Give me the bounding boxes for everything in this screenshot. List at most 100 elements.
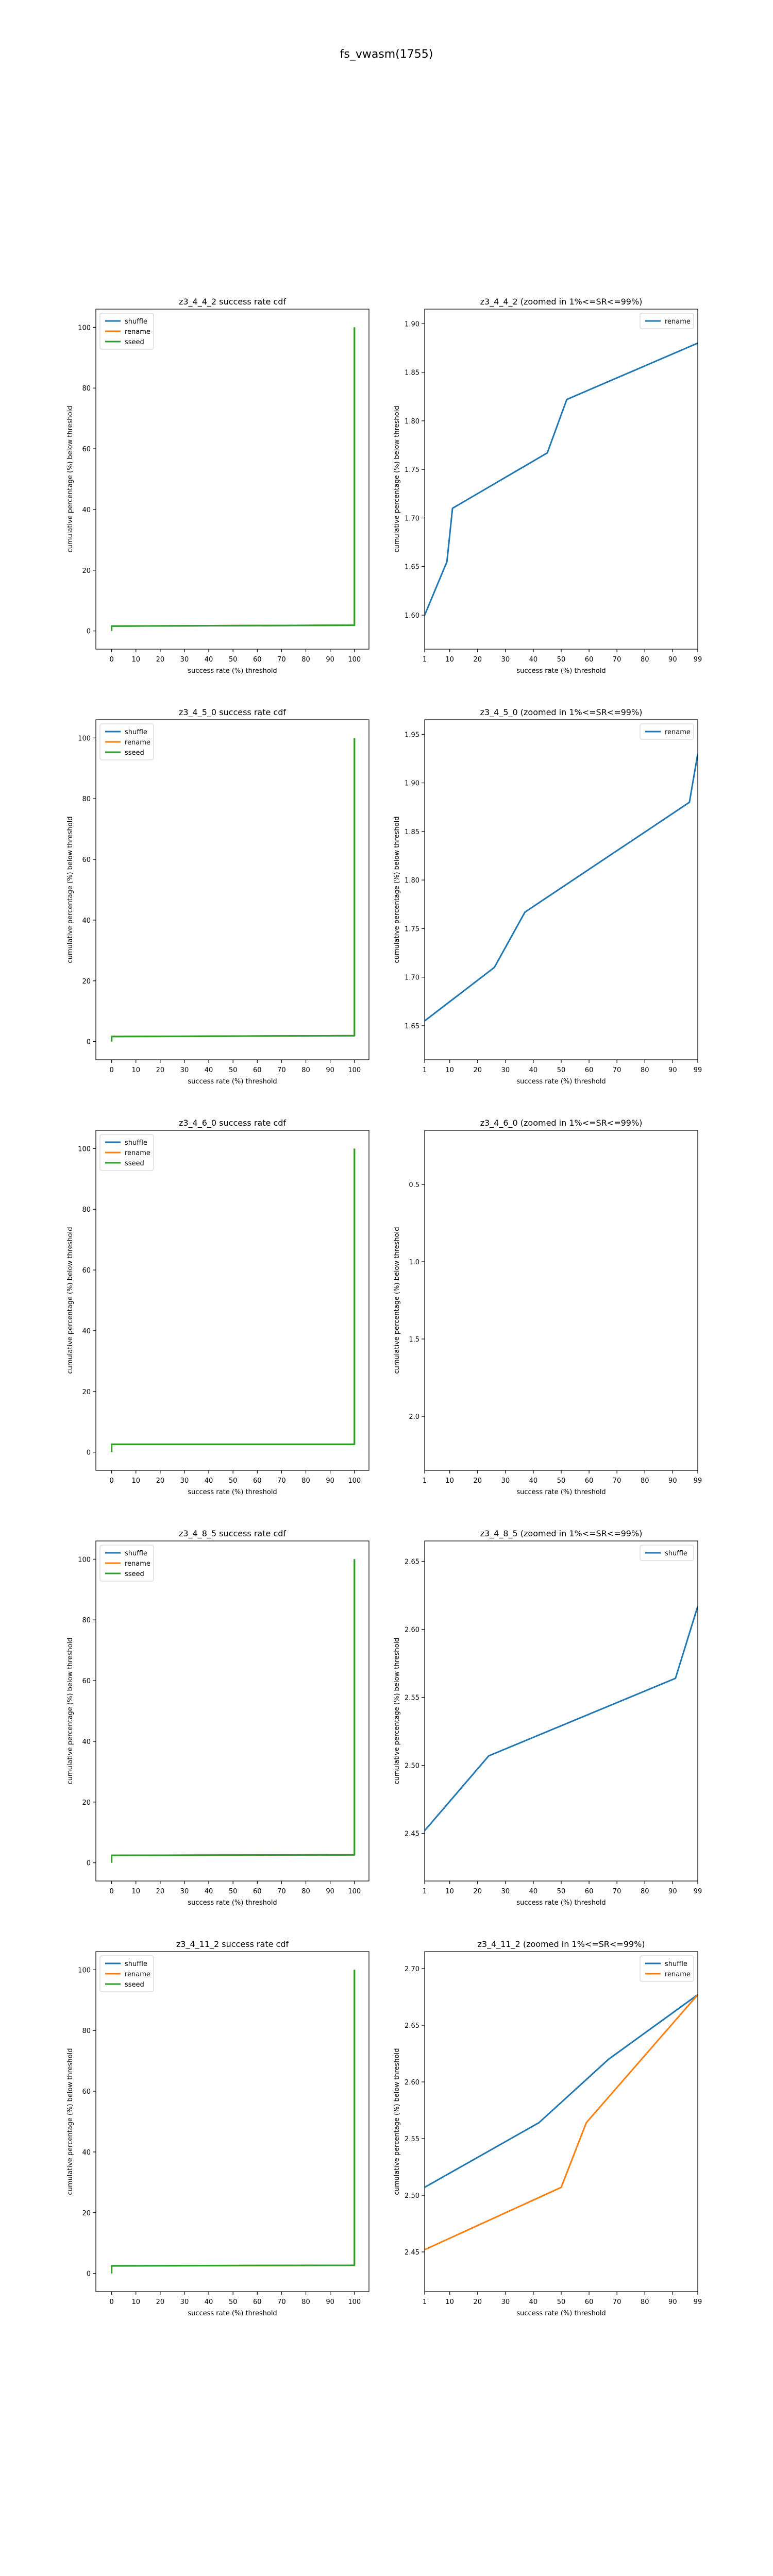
x-tick-label: 20 bbox=[156, 1477, 165, 1485]
x-tick-label: 40 bbox=[529, 1888, 538, 1895]
x-tick-label: 80 bbox=[641, 1888, 649, 1895]
subplot: 0 10 20 30 40 50 60 70 80 90 100 0 20 40 60 80 100 z3_4_1… bbox=[66, 1939, 369, 2317]
x-tick-label: 30 bbox=[180, 2298, 189, 2306]
y-tick-label: 20 bbox=[82, 567, 91, 575]
legend-label-rename: rename bbox=[125, 328, 150, 336]
y-tick-label: 2.60 bbox=[405, 2079, 419, 2087]
y-tick-label: 2.55 bbox=[405, 1694, 419, 1702]
legend: shuffle rename sseed bbox=[99, 1545, 154, 1582]
x-tick-label: 50 bbox=[557, 1066, 566, 1074]
x-tick-label: 99 bbox=[694, 1888, 702, 1895]
y-tick-label: 2.45 bbox=[405, 1831, 419, 1838]
x-tick-label: 90 bbox=[668, 1066, 677, 1074]
series-line-sseed bbox=[111, 1559, 356, 1863]
y-tick-label: 0 bbox=[87, 1860, 91, 1868]
x-axis-label: success rate (%) threshold bbox=[188, 667, 277, 675]
y-axis-label: cumulative percentage (%) below threshol… bbox=[66, 817, 74, 963]
x-tick-label: 0 bbox=[109, 2298, 113, 2306]
axes-frame bbox=[424, 1540, 698, 1882]
x-tick-label: 70 bbox=[277, 1888, 286, 1895]
series-line-rename bbox=[111, 1970, 356, 2274]
subplot-title: z3_4_5_0 success rate cdf bbox=[179, 707, 286, 718]
subplot-title: z3_4_6_0 (zoomed in 1%<=SR<=99%) bbox=[480, 1118, 643, 1128]
x-tick-label: 50 bbox=[229, 1888, 238, 1895]
x-tick-label: 70 bbox=[277, 1066, 286, 1074]
y-tick-label: 40 bbox=[82, 1328, 91, 1335]
legend-box bbox=[640, 1545, 694, 1561]
legend-label-sseed: sseed bbox=[125, 338, 144, 346]
legend-label-shuffle: shuffle bbox=[125, 728, 147, 736]
x-tick-label: 99 bbox=[694, 2298, 702, 2306]
legend-label-rename: rename bbox=[125, 1560, 150, 1568]
x-tick-label: 80 bbox=[301, 656, 310, 664]
y-tick-label: 2.70 bbox=[405, 1965, 419, 1973]
legend: shuffle bbox=[640, 1545, 694, 1561]
series-line-shuffle bbox=[111, 1148, 356, 1452]
x-tick-label: 50 bbox=[229, 656, 238, 664]
y-axis-label: cumulative percentage (%) below threshol… bbox=[393, 817, 401, 963]
axes-frame bbox=[95, 1130, 369, 1471]
x-axis-label: success rate (%) threshold bbox=[188, 1899, 277, 1907]
series-line-shuffle bbox=[111, 327, 356, 631]
subplot: 1 10 20 30 40 50 60 70 80 90 99 0.5 1.0 1.5 2.0 z3_4_6_… bbox=[393, 1118, 702, 1496]
y-tick-label: 2.65 bbox=[405, 2022, 419, 2030]
x-tick-label: 20 bbox=[473, 1066, 482, 1074]
y-tick-label: 80 bbox=[82, 2027, 91, 2035]
legend-label-shuffle: shuffle bbox=[665, 1960, 687, 1968]
y-tick-label: 1.90 bbox=[405, 320, 419, 328]
legend-label-rename: rename bbox=[125, 1971, 150, 1978]
x-tick-label: 40 bbox=[205, 1066, 213, 1074]
y-tick-label: 2.65 bbox=[405, 1558, 419, 1566]
x-tick-label: 90 bbox=[668, 656, 677, 664]
x-tick-label: 50 bbox=[557, 1477, 566, 1485]
subplot-title: z3_4_4_2 (zoomed in 1%<=SR<=99%) bbox=[480, 297, 643, 307]
y-tick-label: 20 bbox=[82, 978, 91, 986]
y-tick-label: 1.70 bbox=[405, 974, 419, 982]
y-tick-label: 40 bbox=[82, 1738, 91, 1746]
y-tick-label: 1.80 bbox=[405, 418, 419, 426]
series-line-shuffle bbox=[425, 1606, 698, 1832]
axes-frame bbox=[95, 309, 369, 650]
x-tick-label: 20 bbox=[156, 656, 165, 664]
x-tick-label: 40 bbox=[205, 2298, 213, 2306]
y-tick-label: 2.60 bbox=[405, 1626, 419, 1634]
x-tick-label: 1 bbox=[423, 656, 427, 664]
x-tick-label: 30 bbox=[180, 1888, 189, 1895]
x-axis-label: success rate (%) threshold bbox=[188, 1488, 277, 1496]
x-tick-label: 60 bbox=[253, 1066, 262, 1074]
x-tick-label: 50 bbox=[557, 1888, 566, 1895]
x-tick-label: 100 bbox=[348, 1477, 361, 1485]
x-tick-label: 90 bbox=[326, 1066, 334, 1074]
x-tick-label: 70 bbox=[277, 2298, 286, 2306]
legend-box bbox=[99, 313, 154, 350]
x-tick-label: 50 bbox=[229, 1066, 238, 1074]
x-tick-label: 70 bbox=[277, 656, 286, 664]
x-tick-label: 0 bbox=[109, 1066, 113, 1074]
x-tick-label: 0 bbox=[109, 1888, 113, 1895]
legend-label-rename: rename bbox=[125, 739, 150, 747]
axes-frame bbox=[424, 1130, 698, 1471]
legend-label-rename: rename bbox=[665, 1971, 691, 1978]
axes-frame bbox=[424, 719, 698, 1060]
x-tick-label: 80 bbox=[641, 2298, 649, 2306]
x-tick-label: 90 bbox=[326, 656, 334, 664]
y-tick-label: 2.50 bbox=[405, 1762, 419, 1770]
legend: shuffle rename sseed bbox=[99, 723, 154, 760]
x-tick-label: 50 bbox=[557, 2298, 566, 2306]
y-tick-label: 2.55 bbox=[405, 2136, 419, 2143]
x-tick-label: 80 bbox=[301, 2298, 310, 2306]
x-tick-label: 30 bbox=[180, 656, 189, 664]
x-tick-label: 80 bbox=[641, 1477, 649, 1485]
series-line-rename bbox=[111, 327, 356, 631]
figure-suptitle: fs_vwasm(1755) bbox=[340, 48, 433, 61]
x-tick-label: 99 bbox=[694, 1066, 702, 1074]
subplot: 0 10 20 30 40 50 60 70 80 90 100 0 20 40 60 80 100 z3_4_6… bbox=[66, 1118, 369, 1496]
subplot: 0 10 20 30 40 50 60 70 80 90 100 0 20 40 60 80 100 z3_4_4… bbox=[66, 297, 369, 675]
subplot-title: z3_4_5_0 (zoomed in 1%<=SR<=99%) bbox=[480, 707, 643, 718]
legend-label-shuffle: shuffle bbox=[125, 1139, 147, 1147]
y-tick-label: 0 bbox=[87, 1039, 91, 1046]
x-tick-label: 70 bbox=[613, 1066, 621, 1074]
y-tick-label: 1.80 bbox=[405, 877, 419, 885]
x-tick-label: 30 bbox=[501, 1066, 510, 1074]
x-tick-label: 70 bbox=[613, 656, 621, 664]
